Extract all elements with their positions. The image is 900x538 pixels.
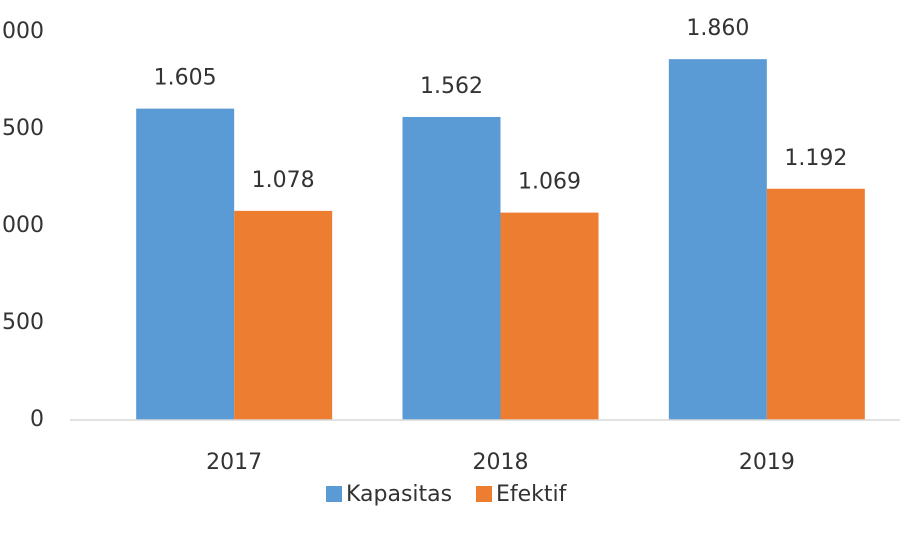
bar — [500, 212, 599, 420]
data-label: 1.860 — [686, 16, 749, 41]
legend-swatch — [326, 486, 342, 502]
y-tick-label: 1500 — [0, 116, 44, 141]
y-tick-label: 500 — [2, 310, 44, 335]
x-tick-label: 2019 — [739, 450, 795, 475]
legend-swatch — [476, 486, 492, 502]
data-label: 1.069 — [518, 170, 581, 195]
data-label: 1.605 — [154, 66, 217, 91]
bar — [668, 59, 767, 420]
data-label: 1.078 — [252, 168, 315, 193]
bar — [136, 108, 235, 420]
y-tick-label: 1000 — [0, 213, 44, 238]
y-tick-label: 0 — [30, 407, 44, 432]
bar — [402, 116, 501, 421]
legend-label: Efektif — [496, 482, 568, 507]
bar — [234, 210, 333, 420]
bar — [766, 188, 865, 420]
x-tick-label: 2018 — [473, 450, 529, 475]
x-tick-label: 2017 — [206, 450, 262, 475]
y-tick-label: 2000 — [0, 19, 44, 44]
data-label: 1.192 — [784, 146, 847, 171]
legend-label: Kapasitas — [346, 482, 452, 507]
data-label: 1.562 — [420, 74, 483, 99]
